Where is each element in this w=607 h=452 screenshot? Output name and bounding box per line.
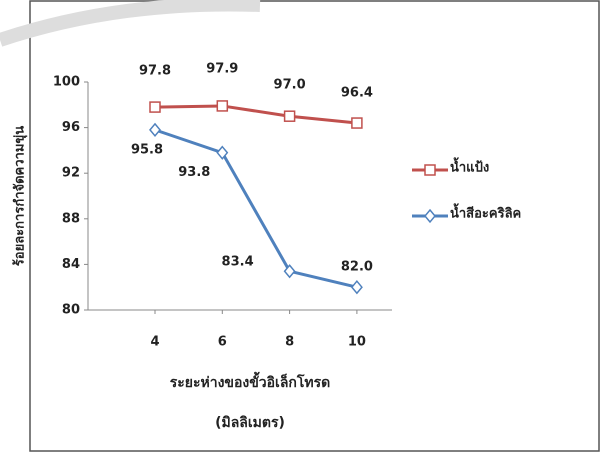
data-label: 97.9	[206, 61, 238, 76]
marker	[216, 145, 229, 160]
data-label: 93.8	[178, 165, 210, 180]
y-tick-label: 88	[62, 211, 80, 226]
marker	[350, 280, 363, 295]
data-label: 97.8	[139, 64, 171, 79]
x-tick-label: 8	[285, 335, 294, 350]
marker	[424, 164, 436, 176]
y-axis-label: ร้อยละการกำจัดความขุ่น	[12, 126, 28, 266]
marker	[424, 208, 436, 224]
marker	[149, 122, 161, 138]
x-tick-label: 10	[348, 335, 366, 350]
marker	[149, 101, 161, 113]
y-tick-label: 84	[62, 257, 80, 272]
y-tick-label: 96	[62, 120, 80, 135]
legend-label: น้ำแป้ง	[450, 157, 489, 176]
x-axis-unit: (มิลลิเมตร)	[215, 415, 285, 431]
y-tick-label: 92	[62, 166, 80, 181]
marker	[283, 110, 296, 122]
series-line	[154, 128, 358, 289]
y-tick-label: 80	[62, 303, 80, 318]
x-axis-label: ระยะห่างของขั้วอิเล็กโทรด	[170, 371, 331, 391]
series-line	[154, 104, 358, 125]
data-label: 97.0	[274, 78, 306, 93]
x-tick-label: 4	[150, 335, 159, 350]
x-tick-label: 6	[218, 335, 227, 350]
marker	[216, 100, 229, 112]
frame	[29, 0, 600, 452]
legend-label: น้ำสีอะคริลิค	[450, 203, 521, 222]
marker	[351, 117, 363, 129]
y-tick-label: 100	[53, 75, 80, 90]
data-label: 95.8	[131, 142, 163, 157]
data-label: 96.4	[341, 86, 373, 101]
data-label: 83.4	[222, 255, 254, 270]
marker	[283, 264, 296, 279]
data-label: 82.0	[341, 260, 373, 275]
watermark	[0, 0, 261, 47]
